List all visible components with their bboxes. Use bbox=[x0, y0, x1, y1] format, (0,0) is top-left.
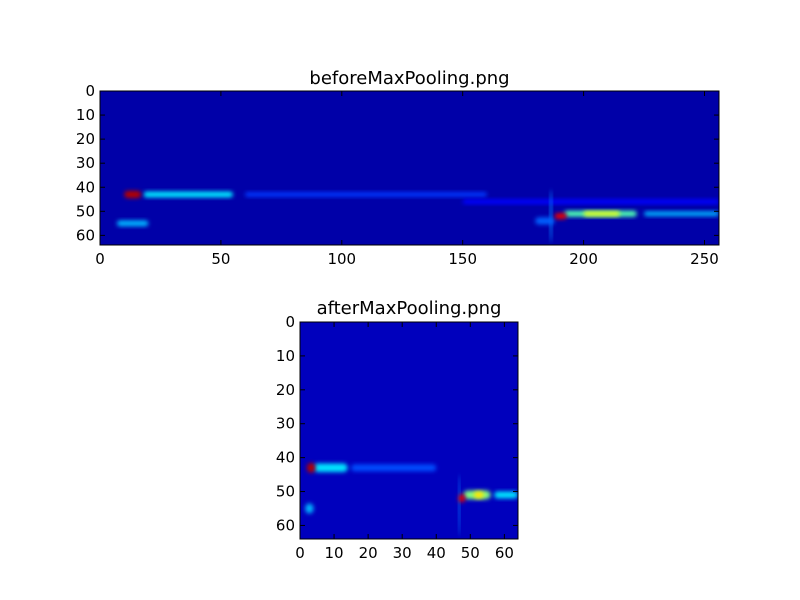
heatmap-feature bbox=[306, 462, 316, 473]
x-tick-label: 30 bbox=[393, 544, 412, 562]
x-tick-label: 50 bbox=[461, 544, 480, 562]
chart-title-before: beforeMaxPooling.png bbox=[309, 68, 509, 89]
y-tick-label: 10 bbox=[276, 347, 295, 365]
heatmap-feature bbox=[116, 220, 149, 227]
heatmap-feature bbox=[124, 190, 142, 199]
y-tick-label: 0 bbox=[85, 82, 95, 100]
axes-frame bbox=[99, 90, 720, 246]
axes-frame bbox=[299, 321, 519, 540]
chart-title-after: afterMaxPooling.png bbox=[317, 298, 502, 319]
heatmap-feature bbox=[143, 191, 233, 198]
heatmap-feature bbox=[554, 213, 567, 220]
heatmap-features bbox=[305, 462, 518, 536]
heatmap-feature bbox=[351, 464, 437, 472]
y-tick-label: 20 bbox=[276, 381, 295, 399]
x-tick-label: 0 bbox=[295, 544, 305, 562]
x-tick-label: 0 bbox=[95, 250, 105, 268]
y-tick-label: 30 bbox=[276, 415, 295, 433]
heatmap-feature bbox=[549, 189, 553, 243]
heatmap-feature bbox=[458, 474, 461, 536]
y-tick-label: 60 bbox=[276, 516, 295, 534]
heatmap-feature bbox=[535, 217, 555, 225]
y-tick-label: 50 bbox=[76, 202, 95, 220]
heatmap-feature bbox=[305, 503, 314, 514]
y-tick-label: 30 bbox=[76, 154, 95, 172]
y-tick-label: 20 bbox=[76, 130, 95, 148]
x-tick-label: 100 bbox=[327, 250, 356, 268]
x-tick-label: 250 bbox=[690, 250, 719, 268]
x-tick-label: 60 bbox=[495, 544, 514, 562]
heatmap-feature bbox=[462, 199, 719, 205]
heatmap-background bbox=[100, 91, 719, 245]
heatmap-feature bbox=[313, 463, 348, 473]
heatmap-background bbox=[300, 322, 518, 539]
y-tick-label: 50 bbox=[276, 483, 295, 501]
x-tick-label: 10 bbox=[325, 544, 344, 562]
y-tick-label: 60 bbox=[76, 226, 95, 244]
heatmap-feature bbox=[473, 491, 484, 499]
heatmap-feature bbox=[583, 211, 620, 217]
y-tick-label: 40 bbox=[76, 178, 95, 196]
y-tick-label: 0 bbox=[285, 313, 295, 331]
x-tick-label: 50 bbox=[211, 250, 230, 268]
heatmap-features bbox=[116, 189, 719, 243]
x-tick-label: 200 bbox=[569, 250, 598, 268]
y-tick-label: 10 bbox=[76, 106, 95, 124]
heatmap-feature bbox=[458, 494, 466, 503]
x-tick-label: 20 bbox=[359, 544, 378, 562]
x-tick-label: 150 bbox=[448, 250, 477, 268]
y-tick-label: 40 bbox=[276, 449, 295, 467]
heatmap-feature bbox=[494, 491, 518, 499]
heatmap-feature bbox=[245, 192, 487, 197]
heatmap-feature bbox=[644, 211, 719, 217]
x-tick-label: 40 bbox=[427, 544, 446, 562]
